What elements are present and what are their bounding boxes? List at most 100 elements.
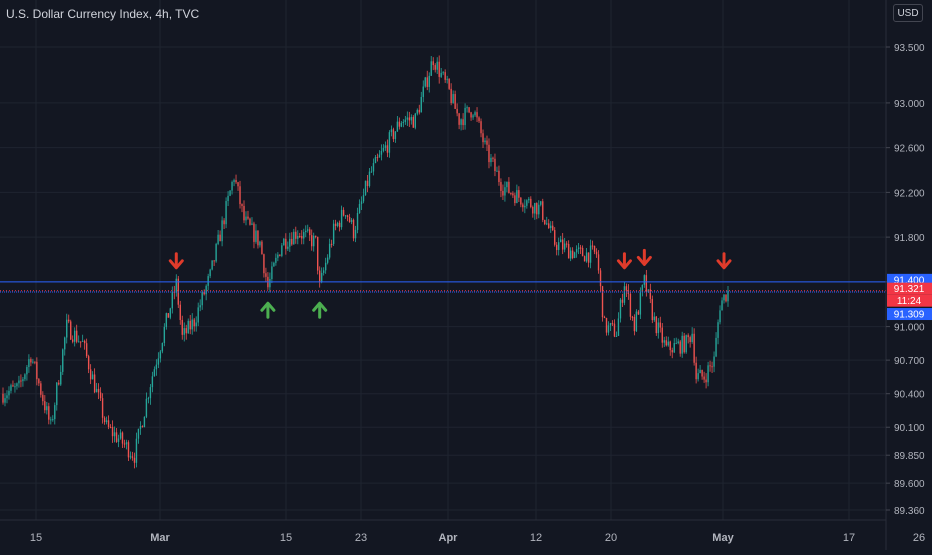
candle-body (93, 374, 96, 393)
candle-body (261, 241, 263, 255)
candle-body (346, 215, 349, 217)
price-label-badge: 11:24 (887, 294, 932, 307)
candle-body (185, 328, 187, 334)
candle-body (48, 406, 50, 420)
candle-body (695, 362, 697, 380)
candle-body (223, 220, 225, 225)
candle-body (601, 286, 604, 318)
candle-body (536, 203, 538, 215)
candle-body (681, 335, 683, 354)
candle-body (8, 390, 10, 396)
candle-body (301, 236, 303, 239)
candle-body (518, 190, 520, 198)
candle-body (392, 129, 395, 140)
candle-body (161, 342, 164, 352)
badge-text: 91.400 (894, 275, 925, 286)
candle-body (715, 337, 717, 357)
candle-body (577, 247, 580, 250)
candle-body (123, 443, 126, 445)
candle-body (488, 144, 490, 163)
candle-body (635, 311, 638, 332)
candle-body (524, 205, 526, 208)
candle-body (478, 117, 480, 122)
candle-body (58, 382, 60, 385)
candle-body (470, 112, 472, 118)
candle-body (378, 154, 381, 158)
badge-text: 91.321 (894, 284, 925, 295)
candle-body (131, 456, 134, 458)
candle-body (117, 438, 120, 442)
price-tick-label: 89.600 (894, 479, 925, 490)
arrow-down-icon (716, 252, 732, 270)
candle-body (251, 223, 253, 225)
candle-body (303, 232, 305, 239)
candle-body (62, 349, 64, 372)
candle-body (394, 131, 397, 140)
candle-body (14, 386, 16, 388)
candle-body (416, 109, 418, 114)
candle-body (279, 254, 281, 256)
candle-body (193, 319, 195, 327)
candle-body (631, 316, 634, 318)
candle-body (83, 340, 86, 344)
candle-body (426, 77, 428, 87)
price-tick-label: 93.000 (894, 99, 925, 110)
candle-body (6, 395, 8, 399)
candle-body (458, 113, 460, 125)
candle-body (143, 416, 146, 428)
candle-body (245, 216, 247, 221)
candle-body (133, 457, 136, 463)
candle-body (542, 201, 544, 220)
candle-body (597, 254, 600, 271)
candle-body (496, 170, 498, 172)
time-tick-label: 23 (355, 532, 367, 544)
time-tick-label: 12 (530, 532, 542, 544)
time-tick-label: Apr (439, 532, 459, 544)
candle-body (157, 358, 160, 365)
candle-body (613, 323, 616, 337)
candle-body (297, 236, 299, 239)
candle-body (313, 235, 315, 247)
time-tick-label: 15 (30, 532, 42, 544)
candle-body (163, 326, 166, 343)
price-tick-label: 92.200 (894, 188, 925, 199)
candle-body (563, 243, 566, 250)
price-tick-label: 90.400 (894, 390, 925, 401)
arrow-head (636, 255, 652, 266)
candle-body (330, 243, 333, 245)
badge-text: 91.309 (894, 310, 925, 321)
candle-body (585, 252, 588, 262)
candle-body (621, 299, 624, 303)
candle-body (247, 216, 249, 219)
candle-body (454, 94, 456, 109)
candle-body (22, 379, 24, 382)
candle-body (384, 145, 387, 148)
candle-body (641, 284, 644, 293)
candle-body (569, 250, 572, 259)
candle-body (171, 291, 173, 309)
candle-body (103, 417, 106, 423)
candle-body (299, 236, 301, 238)
candle-body (239, 186, 241, 205)
candle-body (713, 356, 715, 367)
candle-body (550, 225, 552, 229)
arrow-down-icon (168, 252, 184, 270)
time-tick-label: 20 (605, 532, 617, 544)
candle-body (456, 108, 458, 114)
candle-body (629, 294, 632, 317)
arrow-down-icon (616, 252, 632, 270)
candle-body (137, 428, 140, 439)
candle-body (400, 122, 403, 127)
candle-body (95, 388, 98, 393)
candle-body (111, 426, 114, 437)
currency-button[interactable]: USD (893, 4, 923, 22)
candle-body (380, 150, 383, 155)
candle-body (354, 229, 357, 239)
candle-body (436, 61, 438, 70)
candle-body (372, 163, 375, 172)
candle-body (581, 247, 584, 257)
candle-body (689, 337, 691, 343)
